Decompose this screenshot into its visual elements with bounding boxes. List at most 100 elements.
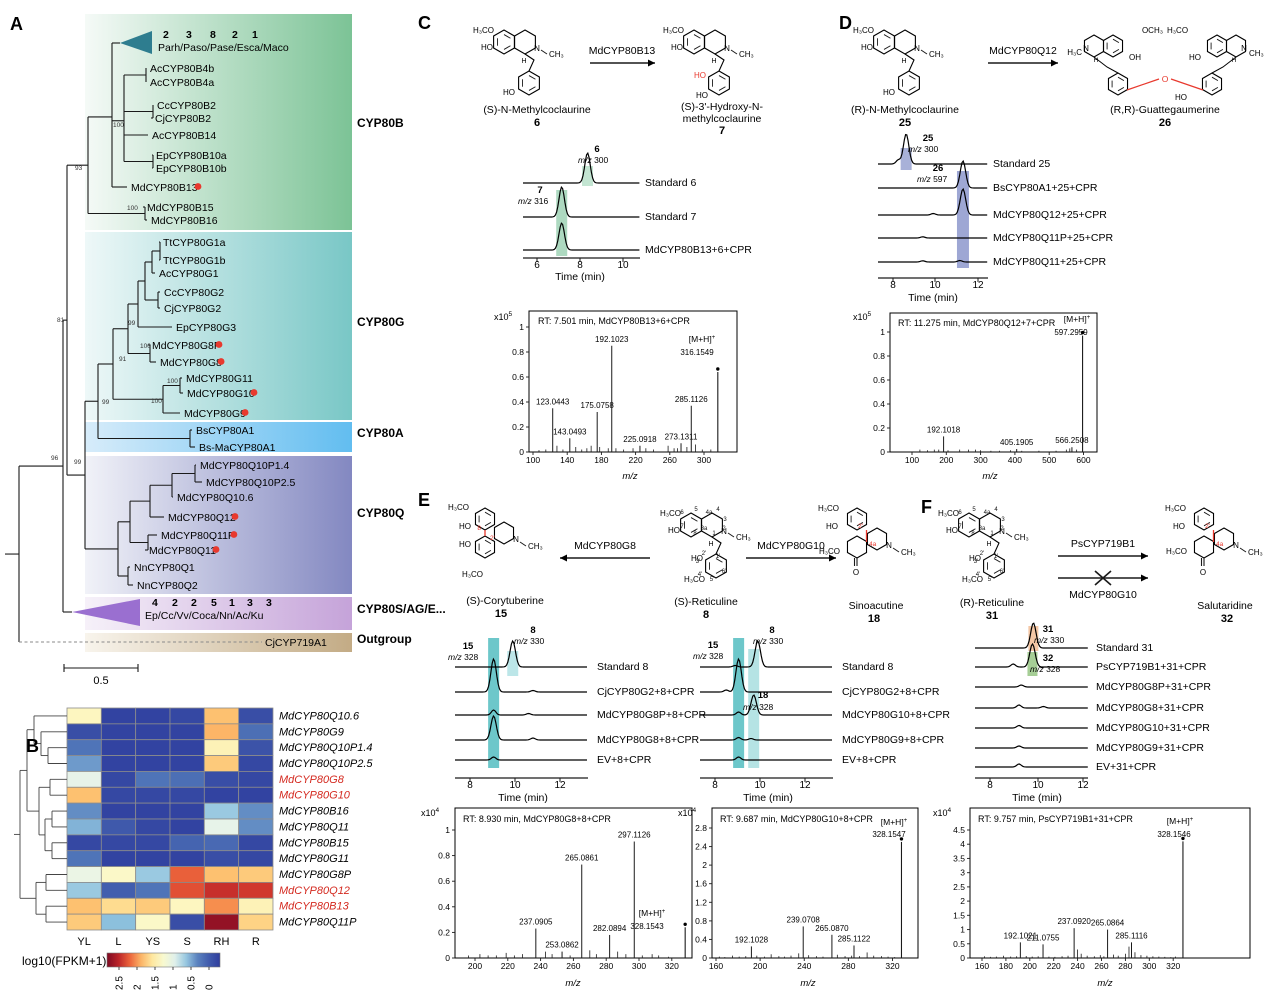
x-axis-label: Time (min): [743, 792, 793, 804]
aromatic-bond: [484, 550, 492, 555]
heatmap-cell: [203, 834, 240, 852]
peak-mz-label: m/z 300: [908, 144, 939, 154]
ring: [705, 553, 727, 579]
axis-tick-label: 0: [445, 953, 450, 963]
heatmap-cell: [100, 786, 137, 804]
ring: [873, 29, 895, 55]
mh-value-label: 328.1547: [872, 830, 906, 839]
ring: [493, 521, 515, 545]
arrow-head: [1051, 59, 1058, 67]
spectrum-title: RT: 7.501 min, MdCYP80B13+6+CPR: [538, 316, 690, 326]
ring: [1193, 507, 1215, 531]
ring: [983, 553, 1005, 579]
spectrum-title: RT: 8.930 min, MdCYP80G8+8+CPR: [463, 814, 611, 824]
highlight-band: [507, 651, 519, 676]
substituent-label: HO: [668, 526, 680, 535]
ring-locant: 6: [958, 510, 962, 516]
axis-tick-label: 220: [629, 455, 643, 465]
heatmap-cell: [169, 818, 205, 836]
heatmap-cell: [203, 897, 240, 915]
peak-mz-label: m/z 330: [514, 636, 545, 646]
clade-count: 3: [247, 597, 253, 609]
substituent-label: H₃CO: [448, 503, 469, 512]
axis-tick-label: 0.4: [695, 934, 707, 944]
axis-tick-label: 0.6: [438, 876, 450, 886]
heatmap-cell: [66, 897, 102, 915]
ring-locant: 6': [1000, 569, 1004, 575]
heatmap-cell: [135, 866, 171, 883]
atom-H: H: [708, 541, 713, 548]
atom-N: N: [724, 44, 730, 53]
highlight-dot: [194, 183, 202, 190]
heatmap-cell: [169, 866, 205, 883]
y-axis-unit: x105: [494, 311, 513, 322]
heatmap-cell: [100, 913, 137, 931]
ring: [1102, 34, 1124, 58]
trace-label: MdCYP80Q11+25+CPR: [993, 256, 1106, 268]
compound-name: (R)-N-Methylcoclaurine: [851, 104, 959, 116]
enzyme-label: MdCYP80Q12: [989, 45, 1057, 57]
tree-tip-label: MdCYP80Q10.6: [177, 492, 254, 504]
ketone-oxygen: O: [853, 568, 859, 577]
highlight-dot: [250, 389, 258, 396]
bootstrap-value: 99: [74, 459, 82, 466]
aromatic-bond: [1112, 38, 1120, 43]
heatmap-cell: [100, 834, 137, 852]
ring: [704, 29, 726, 55]
substituent-label: HO: [861, 43, 873, 52]
peak-id-label: 31: [1043, 624, 1054, 635]
axis-tick-label: 0: [702, 953, 707, 963]
heatmap-cell: [66, 771, 102, 788]
heatmap-cell: [169, 707, 205, 725]
peak-value-label: 192.1023: [595, 335, 629, 344]
peak-value-label: 192.1021: [1004, 931, 1038, 940]
chromatogram-trace: [700, 657, 832, 693]
heatmap-cell: [238, 866, 274, 883]
clade-label: Outgroup: [357, 632, 412, 646]
peak-mz-label: m/z 300: [578, 155, 609, 165]
axis-tick-label: 180: [999, 961, 1013, 971]
axis-tick-label: 10: [1032, 780, 1044, 791]
chromatogram-trace: [975, 642, 1088, 668]
x-axis-label: m/z: [982, 471, 998, 482]
tree-tip-label: MdCYP80G8P: [152, 340, 221, 352]
heatmap-cell: [100, 818, 137, 836]
peak-value-label: 285.1116: [1115, 931, 1148, 940]
tree-tip-label: MdCYP80G10: [187, 388, 255, 400]
heatmap-cell: [66, 739, 102, 756]
heatmap-cell: [238, 802, 274, 820]
chromatogram-trace: [878, 236, 988, 239]
chromatogram-trace: [523, 151, 640, 184]
ring: [683, 29, 705, 55]
heatmap-row-label: MdCYP80G10: [279, 790, 351, 802]
trace-label: Standard 8: [842, 661, 894, 673]
highlight-dot: [230, 531, 238, 538]
ring-locant: 4: [994, 507, 998, 513]
substituent-label: CH₃: [528, 542, 543, 551]
axis-tick-label: 3.5: [953, 853, 965, 863]
heatmap-cell: [66, 882, 102, 899]
line: [540, 49, 548, 55]
heatmap-cell: [100, 739, 137, 756]
axis-tick-label: 100: [526, 455, 540, 465]
aromatic-bond: [718, 75, 726, 80]
substituent-label: H₃CO: [962, 575, 983, 584]
chromatogram-trace: [523, 222, 640, 251]
axis-tick-label: 100: [905, 455, 919, 465]
highlight-band: [582, 166, 594, 186]
substituent-label: H₃C: [1067, 48, 1082, 57]
legend-tick-label: 2.5: [115, 976, 126, 990]
chromatogram-trace: [975, 724, 1088, 729]
peak-value-label: 192.1028: [735, 935, 769, 944]
heatmap-row-label: MdCYP80B16: [279, 806, 350, 818]
ring-locant: 1': [716, 554, 720, 560]
line: [1005, 532, 1013, 538]
line: [727, 532, 735, 538]
x-axis-label: Time (min): [1012, 792, 1062, 804]
axis-tick-label: 0.5: [953, 939, 965, 949]
tree-tip-label: AcCYP80G1: [159, 268, 219, 280]
axis-tick-label: 160: [709, 961, 723, 971]
bootstrap-value: 100: [113, 122, 124, 129]
trace-label: MdCYP80G10+31+CPR: [1096, 722, 1210, 734]
